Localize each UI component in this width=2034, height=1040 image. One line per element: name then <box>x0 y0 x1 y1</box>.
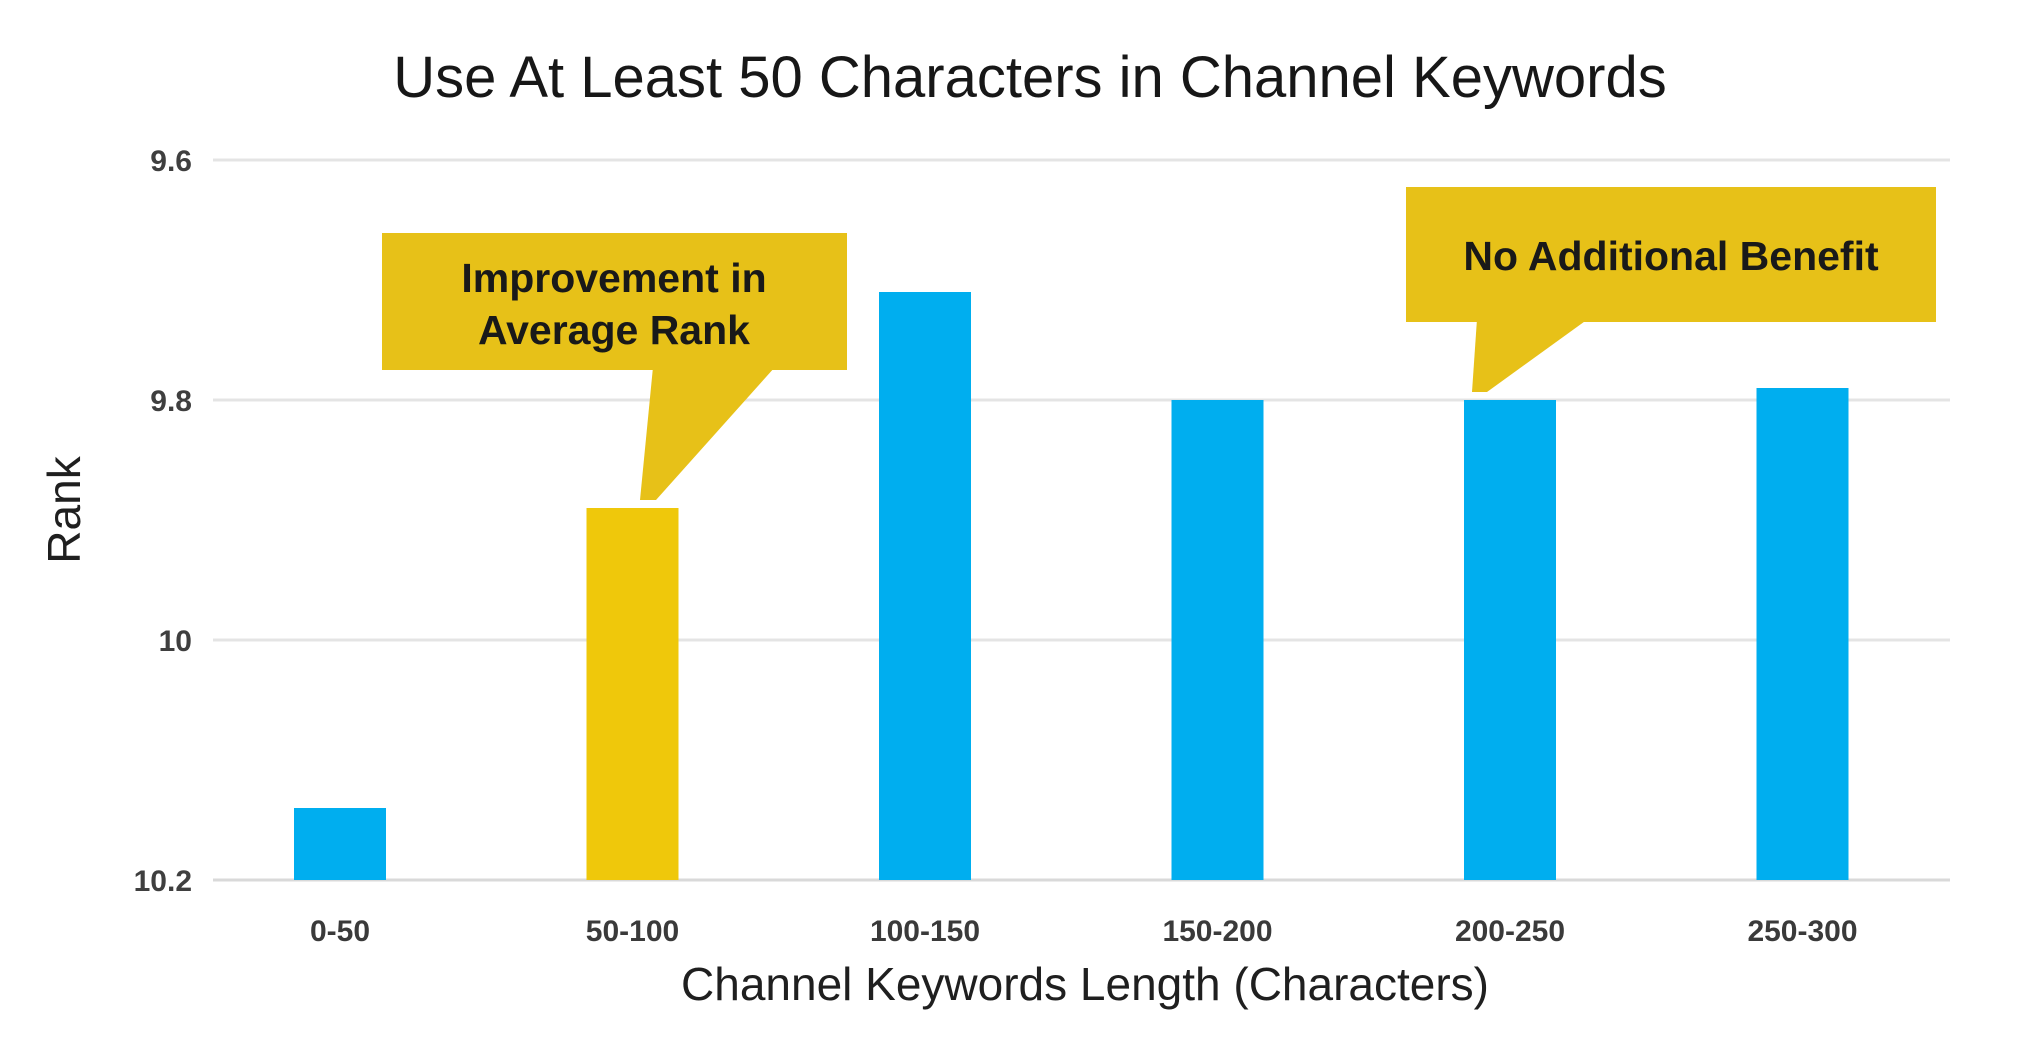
callout-text-line-1: No Additional Benefit <box>1463 233 1879 279</box>
x-category-label-200-250: 200-250 <box>1455 915 1565 948</box>
bar-150-200[interactable] <box>1171 400 1264 880</box>
callout-tail-pointer <box>1472 319 1588 392</box>
y-tick-label-9.8: 9.8 <box>150 385 192 418</box>
bars-group: 0-50 50-100 100-150 150-200 200-250 250-300 <box>294 292 1858 948</box>
y-axis-title: Rank <box>38 455 90 563</box>
x-category-label-50-100: 50-100 <box>586 915 679 948</box>
bar-200-250[interactable] <box>1464 400 1556 880</box>
y-tick-label-9.6: 9.6 <box>150 145 192 178</box>
y-tick-label-10.2: 10.2 <box>134 865 192 898</box>
bar-0-50[interactable] <box>294 808 386 880</box>
x-category-label-100-150: 100-150 <box>870 915 980 948</box>
y-tick-label-10: 10 <box>159 625 192 658</box>
bar-50-100[interactable] <box>586 508 679 880</box>
bar-250-300[interactable] <box>1756 388 1849 880</box>
callout-tail-pointer <box>640 367 775 500</box>
x-category-label-0-50: 0-50 <box>310 915 370 948</box>
chart-title: Use At Least 50 Characters in Channel Ke… <box>393 45 1666 110</box>
callout-box <box>1406 187 1936 322</box>
callout-text-line-2: Average Rank <box>478 307 750 353</box>
bar-100-150[interactable] <box>879 292 971 880</box>
annotation-callout-improvement: Improvement in Average Rank <box>382 233 847 500</box>
annotation-callout-no-benefit: No Additional Benefit <box>1406 187 1936 392</box>
x-category-label-150-200: 150-200 <box>1162 915 1272 948</box>
gridlines: 9.6 9.8 10 10.2 <box>134 145 1950 898</box>
x-axis-title: Channel Keywords Length (Characters) <box>681 958 1489 1010</box>
x-category-label-250-300: 250-300 <box>1747 915 1857 948</box>
callout-text-line-1: Improvement in <box>461 255 766 301</box>
callout-box <box>382 233 847 370</box>
